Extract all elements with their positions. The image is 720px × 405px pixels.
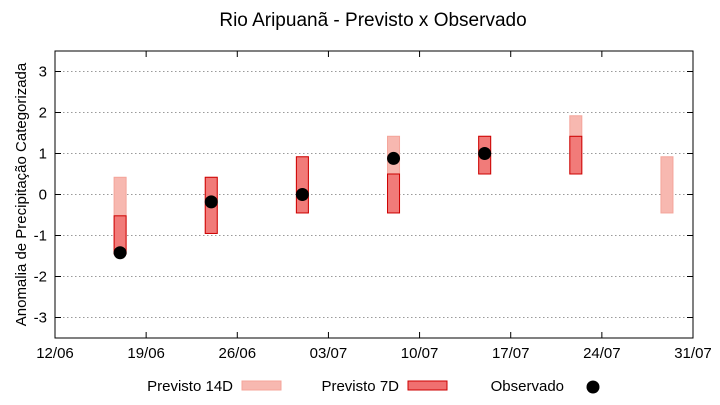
- bar-previsto-14d: [660, 156, 674, 214]
- y-tick-label: 2: [39, 105, 47, 122]
- legend-marker-observado: [586, 380, 600, 394]
- x-tick-label: 03/07: [310, 345, 348, 362]
- point-observado: [295, 188, 309, 201]
- y-tick-label: -1: [34, 228, 47, 245]
- x-tick-label: 24/07: [583, 345, 621, 362]
- legend-label-previsto-14d: Previsto 14D: [147, 378, 233, 395]
- y-tick-label: -2: [34, 269, 47, 286]
- x-tick-label: 31/07: [674, 345, 712, 362]
- y-tick-label: -3: [34, 310, 47, 327]
- legend-swatch-previsto-14d: [241, 380, 282, 391]
- y-tick-label: 3: [39, 64, 47, 81]
- grid: [55, 71, 693, 318]
- legend-swatch-previsto-7d: [407, 380, 448, 391]
- legend-label-observado: Observado: [491, 378, 564, 395]
- bar-previsto-7d: [295, 156, 309, 214]
- y-tick-label: 0: [39, 187, 47, 204]
- point-observado: [113, 246, 127, 260]
- x-tick-label: 12/06: [36, 345, 74, 362]
- x-tick-label: 17/07: [492, 345, 530, 362]
- axis-ticks: -3 -2 -1 0 1 2 3 12/06 19/06 26/06 03/07 10/07 17/07…: [34, 51, 712, 362]
- point-observado: [204, 195, 218, 209]
- chart-title: Rio Aripuanã - Previsto x Observado: [219, 10, 526, 31]
- y-tick-label: 1: [39, 146, 47, 163]
- legend: Previsto 14D Previsto 7D Observado: [147, 378, 600, 395]
- x-tick-label: 10/07: [401, 345, 439, 362]
- y-axis-label: Anomalia de Precipitação Categorizada: [13, 62, 30, 326]
- point-observado: [478, 147, 492, 160]
- bar-previsto-7d: [569, 135, 583, 175]
- point-observado: [387, 151, 401, 165]
- bar-previsto-7d: [387, 173, 401, 214]
- x-tick-label: 26/06: [219, 345, 257, 362]
- series-observado: [113, 147, 492, 260]
- plot-frame: [54, 50, 694, 339]
- legend-label-previsto-7d: Previsto 7D: [321, 378, 399, 395]
- x-tick-label: 19/06: [127, 345, 165, 362]
